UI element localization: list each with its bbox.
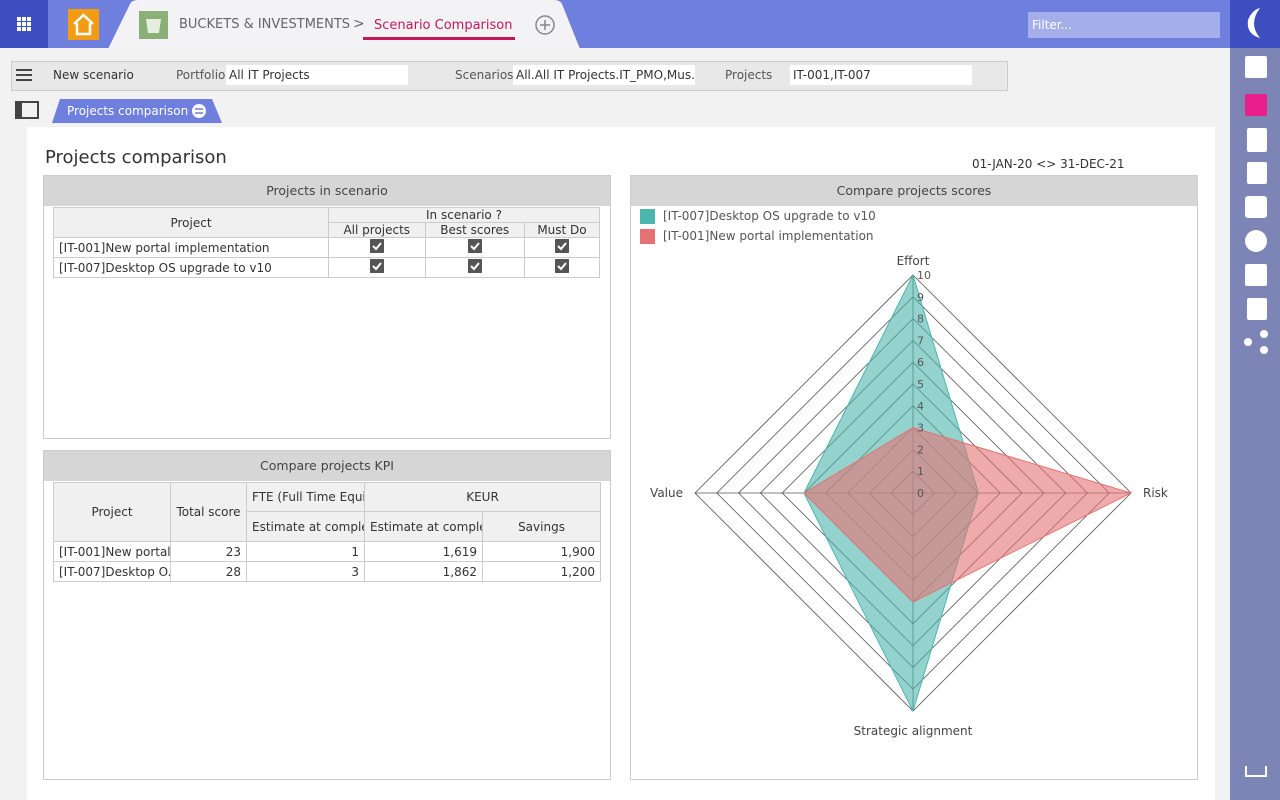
legend-label: [IT-007]Desktop OS upgrade to v10	[663, 209, 876, 223]
header-cell: Savings	[481, 511, 602, 542]
tick-label: 3	[917, 422, 924, 435]
cell: [IT-007]Desktop O...	[53, 561, 171, 582]
tick-label: 9	[917, 291, 924, 304]
cell: [IT-001]New portal implementation	[53, 237, 329, 258]
checkbox[interactable]	[554, 238, 570, 254]
breadcrumb-tab	[108, 0, 580, 49]
table-row: [IT-001]New portal... 23 1 1,619 1,900	[53, 541, 602, 562]
panel-header: Projects in scenario	[44, 176, 610, 206]
header-cell: Must Do	[523, 222, 601, 238]
cell: 23	[170, 541, 247, 562]
new-scenario-button[interactable]: New scenario	[53, 68, 134, 82]
checkbox[interactable]	[369, 258, 385, 274]
tab-label[interactable]: Projects comparison	[67, 104, 189, 118]
header-cell: Project	[53, 207, 329, 238]
home-button[interactable]	[68, 9, 99, 40]
cell	[424, 257, 525, 278]
checkbox[interactable]	[467, 258, 483, 274]
tick-label: 4	[917, 400, 924, 413]
portfolio-select[interactable]: All IT Projects	[226, 65, 408, 85]
bucket-icon	[139, 11, 168, 39]
tab-shape	[52, 99, 222, 123]
radar-area	[803, 427, 1133, 603]
cell	[328, 237, 426, 258]
scenario-panel: Projects in scenario Project In scenario …	[43, 175, 611, 439]
filter-input[interactable]: Filter...	[1028, 12, 1220, 38]
cell: 1,900	[481, 541, 602, 562]
tick-label: 2	[917, 443, 924, 456]
cell	[523, 237, 601, 258]
tick-label: 1	[917, 465, 924, 478]
radar-chart: [IT-007]Desktop OS upgrade to v10 [IT-001…	[640, 209, 1168, 738]
cell	[424, 237, 525, 258]
cell	[328, 257, 426, 278]
table-row: [IT-007]Desktop OS upgrade to v10	[53, 257, 601, 278]
axis-label: Strategic alignment	[854, 724, 973, 738]
tick-label: 7	[917, 334, 924, 347]
tick-label: 5	[917, 378, 924, 391]
cell: 1,862	[364, 561, 483, 582]
apps-button[interactable]	[0, 0, 48, 48]
legend-swatch	[640, 229, 655, 244]
portfolio-label: Portfolio	[176, 68, 226, 82]
header-cell: Estimate at completi	[364, 511, 483, 542]
tick-label: 6	[917, 356, 924, 369]
scenario-table: Project In scenario ? All projects Best sc…	[53, 207, 601, 278]
checkbox[interactable]	[554, 258, 570, 274]
legend-label: [IT-001]New portal implementation	[663, 229, 874, 243]
header-cell: Project	[53, 482, 171, 542]
cell: 28	[170, 561, 247, 582]
header-cell: Estimate at completi	[246, 511, 365, 542]
cell: 1,619	[364, 541, 483, 562]
sidebar-icons[interactable]	[1230, 48, 1280, 800]
scenarios-select[interactable]: All.All IT Projects.IT_PMO,Mus...	[513, 65, 695, 85]
axis-label: Risk	[1143, 486, 1168, 500]
date-range: 01-JAN-20 <> 31-DEC-21	[972, 157, 1125, 171]
breadcrumb-item[interactable]: BUCKETS & INVESTMENTS	[179, 17, 351, 32]
header-cell: Total score	[170, 482, 247, 542]
logo	[1230, 0, 1280, 48]
cell: 1,200	[481, 561, 602, 582]
add-tab-button[interactable]	[534, 14, 556, 36]
page-title: Projects comparison	[45, 147, 227, 168]
tab-underline	[363, 37, 515, 40]
checkbox[interactable]	[369, 238, 385, 254]
header-cell: FTE (Full Time Equiva	[246, 482, 365, 512]
settings-icon[interactable]	[15, 66, 33, 84]
tick-label: 8	[917, 313, 924, 326]
apps-icon	[17, 17, 31, 31]
checkbox[interactable]	[467, 238, 483, 254]
chart-title: Compare projects scores	[631, 176, 1197, 206]
cell: [IT-001]New portal...	[53, 541, 171, 562]
header-cell: All projects	[328, 222, 426, 238]
projects-label: Projects	[725, 68, 773, 82]
cell: 3	[246, 561, 365, 582]
panel-toggle[interactable]	[15, 100, 39, 120]
header-cell: In scenario ?	[328, 207, 600, 223]
cell	[523, 257, 601, 278]
table-row: [IT-001]New portal implementation	[53, 237, 601, 258]
cell: 1	[246, 541, 365, 562]
scenarios-label: Scenarios	[455, 68, 514, 82]
cell: [IT-007]Desktop OS upgrade to v10	[53, 257, 329, 278]
panel-header: Compare projects KPI	[44, 451, 610, 481]
table-row: [IT-007]Desktop O... 28 3 1,862 1,200	[53, 561, 602, 582]
axis-label: Value	[650, 486, 683, 500]
breadcrumb-current[interactable]: Scenario Comparison	[374, 18, 513, 33]
tick-label: 0	[917, 487, 924, 500]
header-cell: KEUR	[363, 482, 602, 512]
legend-swatch	[640, 209, 655, 224]
kpi-panel: Compare projects KPI Project Total score F…	[43, 450, 611, 780]
projects-select[interactable]: IT-001,IT-007	[790, 65, 972, 85]
breadcrumb-separator: >	[353, 16, 365, 32]
axis-label: Effort	[897, 254, 930, 268]
tick-label: 10	[917, 269, 931, 282]
header-cell: Best scores	[424, 222, 525, 238]
